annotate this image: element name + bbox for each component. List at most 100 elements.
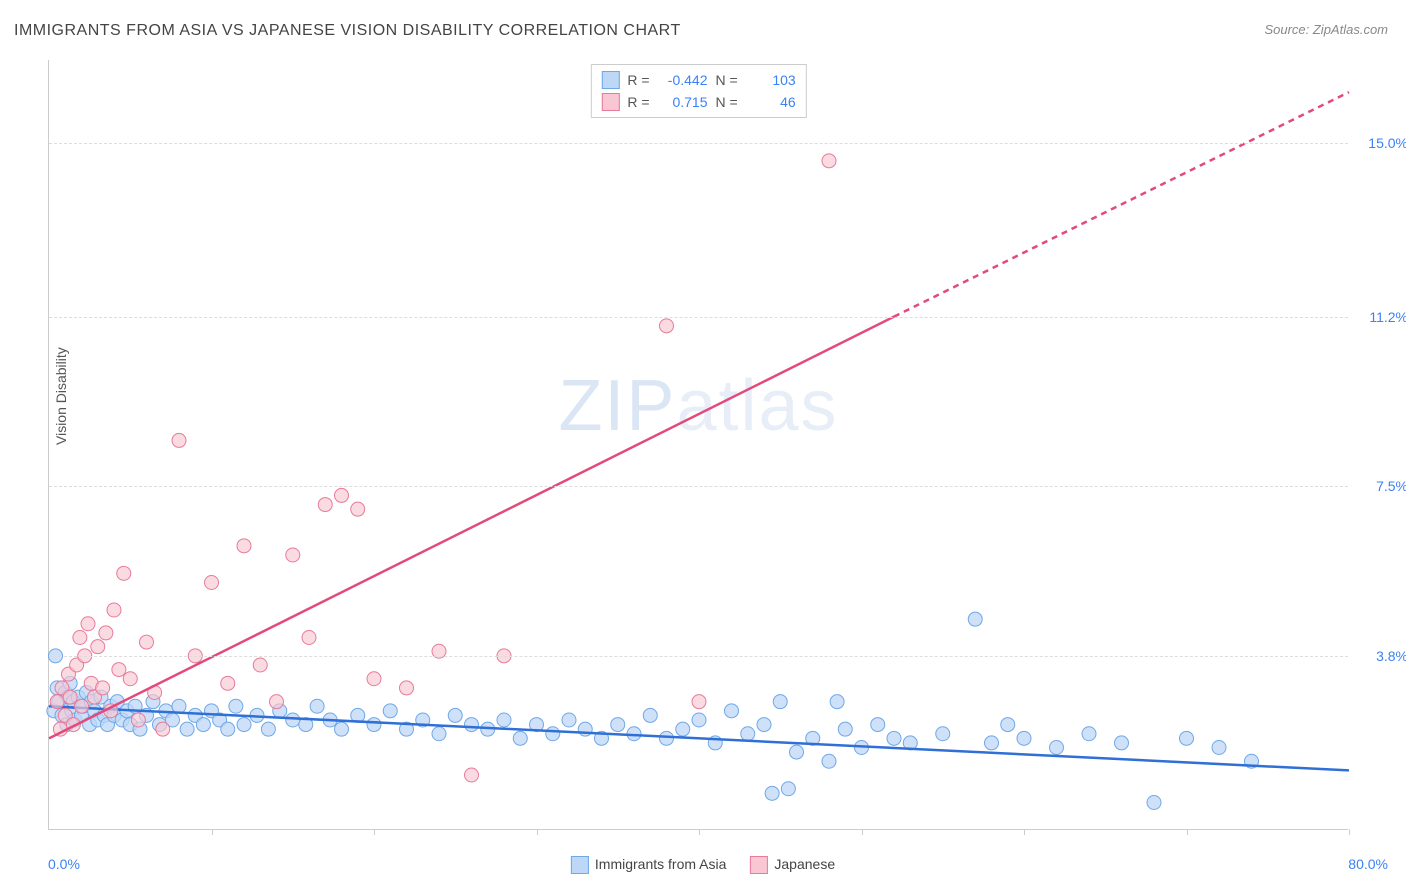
data-point <box>968 612 982 626</box>
data-point <box>73 631 87 645</box>
chart-title: IMMIGRANTS FROM ASIA VS JAPANESE VISION … <box>14 22 681 40</box>
gridline <box>49 317 1348 318</box>
data-point <box>838 722 852 736</box>
data-point <box>562 713 576 727</box>
data-point <box>107 603 121 617</box>
legend-swatch <box>571 856 589 874</box>
plot-area: Vision Disability ZIPatlas R =-0.442N =1… <box>48 60 1348 830</box>
data-point <box>99 626 113 640</box>
data-point <box>367 672 381 686</box>
data-point <box>335 722 349 736</box>
data-point <box>253 658 267 672</box>
data-point <box>822 754 836 768</box>
data-point <box>765 786 779 800</box>
n-value: 46 <box>746 91 796 113</box>
data-point <box>400 681 414 695</box>
data-point <box>741 727 755 741</box>
r-value: -0.442 <box>658 69 708 91</box>
data-point <box>270 695 284 709</box>
data-point <box>131 713 145 727</box>
y-tick-label: 7.5% <box>1353 478 1406 494</box>
legend-item: Japanese <box>750 856 835 874</box>
x-tick <box>1187 829 1188 835</box>
data-point <box>221 676 235 690</box>
data-point <box>335 488 349 502</box>
data-point <box>75 699 89 713</box>
data-point <box>318 498 332 512</box>
data-point <box>310 699 324 713</box>
data-point <box>781 782 795 796</box>
legend-stat-row: R =0.715N =46 <box>601 91 795 113</box>
r-label: R = <box>627 91 649 113</box>
data-point <box>286 548 300 562</box>
data-point <box>180 722 194 736</box>
data-point <box>822 154 836 168</box>
n-label: N = <box>716 69 738 91</box>
data-point <box>383 704 397 718</box>
data-point <box>692 695 706 709</box>
gridline <box>49 486 1348 487</box>
data-point <box>660 731 674 745</box>
data-point <box>1082 727 1096 741</box>
x-tick <box>1024 829 1025 835</box>
data-point <box>156 722 170 736</box>
y-tick-label: 11.2% <box>1353 309 1406 325</box>
legend-label: Japanese <box>774 856 835 872</box>
data-point <box>432 727 446 741</box>
x-tick <box>374 829 375 835</box>
data-point <box>140 635 154 649</box>
data-point <box>172 433 186 447</box>
trend-line-extrapolated <box>894 92 1349 317</box>
data-point <box>660 319 674 333</box>
data-point <box>1115 736 1129 750</box>
data-point <box>1050 741 1064 755</box>
data-point <box>50 695 64 709</box>
data-point <box>112 663 126 677</box>
data-point <box>676 722 690 736</box>
data-point <box>448 708 462 722</box>
trend-line <box>49 317 894 739</box>
correlation-legend: R =-0.442N =103R =0.715N =46 <box>590 64 806 118</box>
gridline <box>49 143 1348 144</box>
data-point <box>1212 741 1226 755</box>
y-tick-label: 3.8% <box>1353 648 1406 664</box>
x-axis-min-label: 0.0% <box>48 856 80 872</box>
legend-swatch <box>750 856 768 874</box>
legend-stat-row: R =-0.442N =103 <box>601 69 795 91</box>
plot-svg <box>49 60 1348 829</box>
r-label: R = <box>627 69 649 91</box>
data-point <box>196 718 210 732</box>
data-point <box>1017 731 1031 745</box>
data-point <box>465 768 479 782</box>
data-point <box>887 731 901 745</box>
data-point <box>123 672 137 686</box>
series-legend: Immigrants from Asia Japanese <box>571 856 835 874</box>
data-point <box>497 713 511 727</box>
data-point <box>81 617 95 631</box>
data-point <box>221 722 235 736</box>
data-point <box>692 713 706 727</box>
data-point <box>261 722 275 736</box>
legend-swatch <box>601 93 619 111</box>
y-tick-label: 15.0% <box>1353 135 1406 151</box>
data-point <box>985 736 999 750</box>
data-point <box>1180 731 1194 745</box>
x-axis-max-label: 80.0% <box>1348 856 1388 872</box>
x-tick <box>212 829 213 835</box>
x-tick <box>537 829 538 835</box>
data-point <box>237 539 251 553</box>
r-value: 0.715 <box>658 91 708 113</box>
data-point <box>63 690 77 704</box>
data-point <box>757 718 771 732</box>
data-point <box>611 718 625 732</box>
data-point <box>286 713 300 727</box>
legend-item: Immigrants from Asia <box>571 856 726 874</box>
data-point <box>830 695 844 709</box>
data-point <box>871 718 885 732</box>
data-point <box>96 681 110 695</box>
gridline <box>49 656 1348 657</box>
data-point <box>1147 796 1161 810</box>
data-point <box>367 718 381 732</box>
data-point <box>546 727 560 741</box>
data-point <box>205 576 219 590</box>
